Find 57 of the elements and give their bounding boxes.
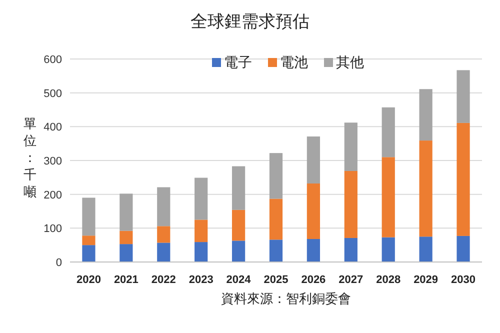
x-tick-label: 2020 [76, 274, 101, 286]
x-tick-label: 2023 [188, 274, 214, 286]
bar [269, 153, 283, 199]
y-tick-label: 100 [44, 223, 62, 236]
source-note: 資料來源：智利銅委會 [221, 291, 351, 306]
bar [382, 157, 395, 238]
bar [456, 70, 470, 123]
y-tick-label: 600 [44, 54, 62, 66]
bar [419, 140, 432, 237]
bar [306, 184, 320, 239]
x-tick-label: 2022 [151, 274, 176, 286]
bar [120, 194, 133, 231]
bar [157, 226, 170, 243]
x-tick-label: 2027 [338, 274, 364, 286]
bar [232, 210, 246, 241]
x-tick-label: 2026 [301, 274, 326, 286]
y-tick-label: 300 [44, 156, 62, 168]
bar [344, 238, 358, 262]
bar [456, 236, 470, 262]
bar [82, 198, 96, 236]
bar [269, 198, 283, 240]
y-tick-label: 400 [44, 122, 62, 134]
x-tick-label: 2030 [451, 274, 476, 286]
bar [157, 187, 170, 226]
bar [157, 242, 170, 262]
bar [232, 166, 246, 210]
bar [382, 107, 395, 158]
y-tick-label: 0 [56, 257, 62, 269]
chart-title: 全球鋰需求預估 [190, 12, 310, 31]
bar [269, 240, 283, 262]
bar [232, 240, 246, 262]
bar [82, 245, 96, 262]
bar [306, 136, 320, 184]
x-tick-label: 2024 [226, 274, 252, 286]
legend-label: 電子 [224, 54, 252, 70]
x-tick-label: 2029 [414, 274, 438, 286]
y-tick-label: 200 [44, 189, 62, 202]
x-tick-label: 2028 [376, 274, 401, 286]
y-axis-title: 單位：千噸 [24, 116, 36, 199]
bar [194, 242, 208, 262]
x-tick-label: 2025 [264, 274, 288, 286]
bar [344, 170, 358, 238]
x-tick-label: 2021 [114, 274, 138, 286]
bar [82, 236, 96, 246]
bar [419, 89, 432, 141]
y-tick-label: 500 [44, 88, 62, 100]
bar [120, 244, 133, 262]
legend-label: 其他 [336, 54, 364, 70]
bar [120, 230, 133, 244]
bar [194, 178, 208, 220]
bar [194, 220, 208, 242]
bar [382, 237, 395, 262]
bar [419, 236, 432, 262]
legend-label: 電池 [280, 54, 308, 70]
bar [456, 122, 470, 236]
bar [344, 122, 358, 171]
bar [306, 238, 320, 262]
